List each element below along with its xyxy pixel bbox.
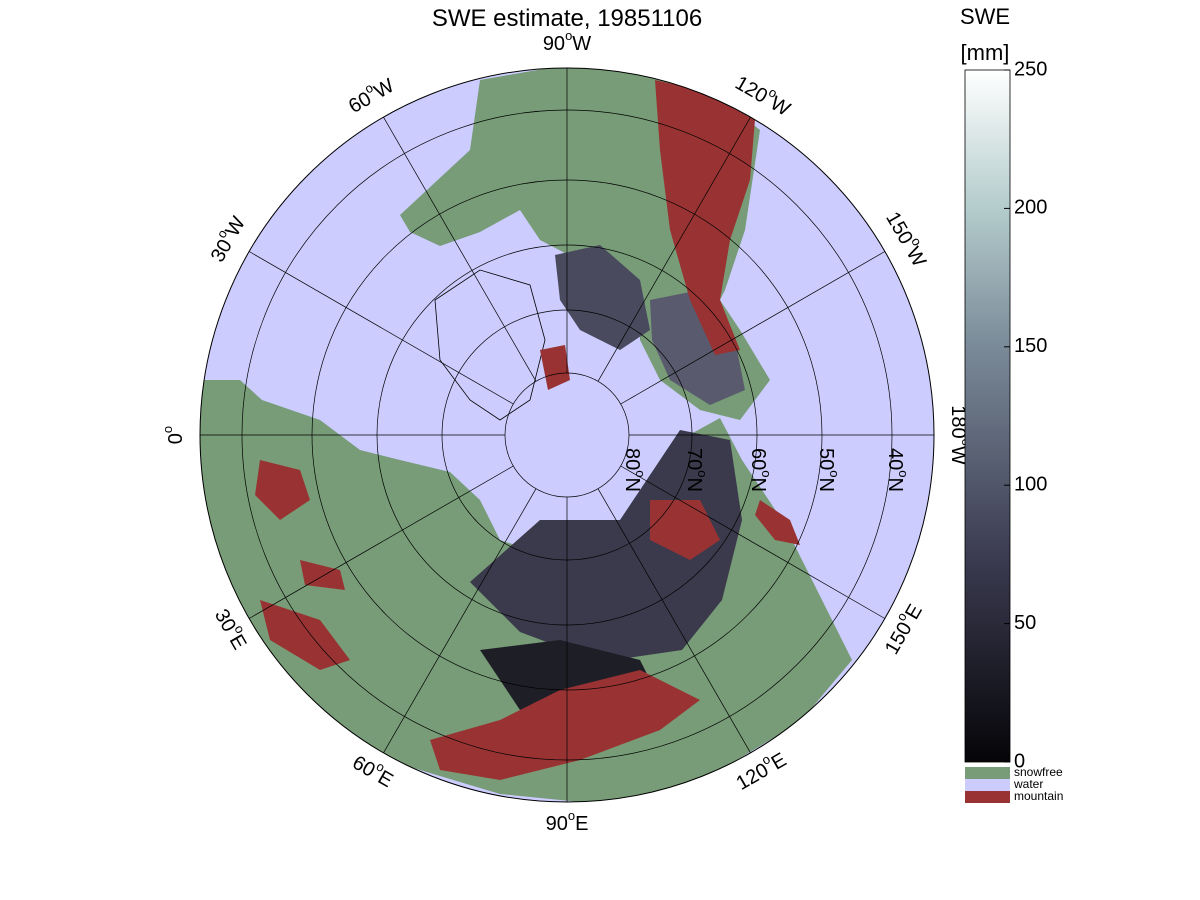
snow-alaska bbox=[650, 290, 745, 405]
snow-siberia bbox=[470, 430, 742, 662]
colorbar-tick-label: 0 bbox=[1014, 750, 1025, 772]
meridian-label: 90oW bbox=[543, 28, 591, 55]
meridian-label: 0o bbox=[160, 426, 187, 444]
meridian-label-number: 120 bbox=[731, 72, 771, 108]
map-area bbox=[200, 68, 934, 802]
meridian-line bbox=[383, 116, 537, 382]
meridian-label-number: 0 bbox=[165, 433, 187, 444]
legend-swatch bbox=[965, 779, 1010, 791]
parallel-label: 80oN bbox=[621, 448, 648, 492]
parallel-label-direction: N bbox=[815, 478, 837, 492]
parallel-label-direction: N bbox=[683, 478, 705, 492]
meridian-line bbox=[383, 488, 537, 754]
parallel-label: 70oN bbox=[683, 448, 710, 492]
meridian-line bbox=[620, 465, 886, 619]
map-border bbox=[199, 67, 935, 803]
meridian-label-number: 90 bbox=[546, 813, 568, 835]
parallel-label-degree: o bbox=[633, 470, 648, 477]
parallel-label-direction: N bbox=[747, 478, 769, 492]
colorbar-title: SWE bbox=[960, 4, 1010, 29]
parallel-label-degree: o bbox=[759, 470, 774, 477]
meridian-label-number: 90 bbox=[543, 33, 565, 55]
legend-swatch bbox=[965, 767, 1010, 779]
meridian-line bbox=[597, 116, 751, 382]
greenland bbox=[434, 269, 546, 421]
parallel-label-number: 60 bbox=[747, 448, 769, 470]
legend-label: mountain bbox=[1014, 789, 1063, 803]
meridian-label-direction: W bbox=[572, 33, 591, 55]
meridian-label-number: 150 bbox=[881, 619, 917, 659]
meridian-line bbox=[248, 251, 514, 405]
meridian-label-degree: o bbox=[568, 808, 575, 823]
parallel-label-number: 40 bbox=[884, 448, 906, 470]
mountain-greenland-east bbox=[540, 345, 570, 390]
meridian-label-direction: E bbox=[224, 631, 250, 654]
parallel-label: 50oN bbox=[815, 448, 842, 492]
meridian-label: 90oE bbox=[546, 808, 589, 835]
meridian-label-number: 60 bbox=[348, 752, 378, 782]
parallel-label-degree: o bbox=[896, 470, 911, 477]
colorbar-tick-label: 200 bbox=[1014, 197, 1047, 219]
mountain-rockies bbox=[655, 80, 755, 355]
colorbar-unit: [mm] bbox=[961, 40, 1010, 65]
colorbar-tick-label: 250 bbox=[1014, 58, 1047, 80]
colorbar-tick-label: 150 bbox=[1014, 335, 1047, 357]
meridian-label-degree: o bbox=[160, 426, 175, 433]
parallel-label-number: 50 bbox=[815, 448, 837, 470]
mountain-kamchatka bbox=[755, 500, 800, 545]
meridian-label-number: 30 bbox=[207, 236, 237, 266]
parallel-label-number: 70 bbox=[683, 448, 705, 470]
meridian-label-direction: E bbox=[575, 813, 588, 835]
meridian-label: 60oW bbox=[343, 71, 398, 118]
mountain-east-siberia bbox=[650, 500, 720, 560]
meridian-line bbox=[248, 465, 514, 619]
meridian-label: 30oW bbox=[203, 211, 250, 266]
parallel-label-degree: o bbox=[827, 470, 842, 477]
colorbar bbox=[964, 69, 1011, 763]
legend-label: water bbox=[1013, 777, 1043, 791]
colorbar-tick-label: 100 bbox=[1014, 473, 1047, 495]
parallel-label-direction: N bbox=[621, 478, 643, 492]
meridian-label-direction: E bbox=[768, 749, 791, 775]
meridian-label-degree: o bbox=[565, 28, 572, 43]
parallel-label: 60oN bbox=[747, 448, 774, 492]
parallel-label-degree: o bbox=[695, 470, 710, 477]
meridian-label-number: 180 bbox=[947, 405, 969, 438]
colorbar-tick-label: 50 bbox=[1014, 612, 1036, 634]
legend-swatch bbox=[965, 791, 1010, 803]
mountain-alps bbox=[260, 600, 350, 670]
meridian-line bbox=[597, 488, 751, 754]
meridian-label-direction: W bbox=[947, 446, 969, 465]
parallel-label-direction: N bbox=[884, 478, 906, 492]
legend-label: snowfree bbox=[1014, 765, 1063, 779]
snow-north-america bbox=[555, 245, 650, 350]
graticule bbox=[200, 68, 934, 802]
parallel-label: 40oN bbox=[884, 448, 911, 492]
title: SWE estimate, 19851106 bbox=[432, 5, 702, 32]
parallel-label-number: 80 bbox=[621, 448, 643, 470]
meridian-line bbox=[620, 251, 886, 405]
meridian-label-direction: W bbox=[371, 75, 398, 104]
meridian-label-direction: W bbox=[901, 244, 930, 271]
mountain-scandinavia bbox=[255, 460, 310, 520]
